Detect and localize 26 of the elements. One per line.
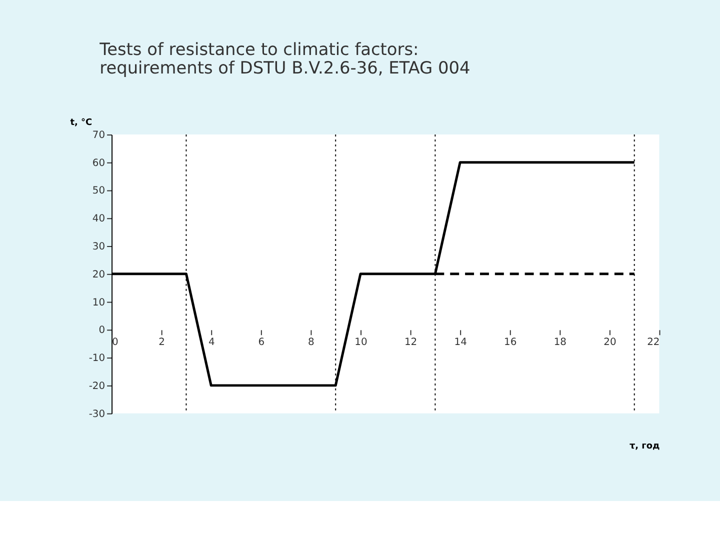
x-tick-label: 14	[454, 337, 467, 348]
x-tick-label: 0	[112, 337, 118, 348]
x-tick-label: 22	[647, 337, 660, 348]
y-tick-label: 40	[92, 214, 106, 225]
y-tick-label: 30	[92, 242, 106, 253]
x-tick-label: 8	[308, 337, 314, 348]
x-tick-label: 12	[404, 337, 418, 348]
y-tick-label: -20	[88, 380, 106, 392]
y-tick-label: 50	[92, 186, 106, 197]
y-axis-title: t, °C	[70, 118, 92, 128]
y-tick-label: -30	[88, 408, 106, 420]
x-tick-label: 2	[158, 337, 165, 348]
chart-title: Tests of resistance to climatic factors: requirements of DSTU B.V.2.6-36, ETAG 004	[98, 38, 470, 78]
y-tick-label: 10	[92, 297, 106, 308]
x-tick-label: 18	[554, 337, 566, 348]
x-tick-label: 10	[354, 337, 368, 348]
x-tick-label: 4	[208, 337, 215, 348]
x-tick-label: 16	[504, 337, 517, 348]
y-tick-label: 20	[92, 269, 106, 280]
x-tick-label: 6	[258, 337, 265, 348]
y-tick-label: -10	[88, 353, 106, 364]
y-tick-label: 70	[92, 130, 106, 141]
y-tick-label: 0	[98, 325, 106, 336]
y-tick-label: 60	[92, 158, 106, 169]
x-axis-title: τ, год	[629, 442, 660, 452]
x-tick-label: 20	[604, 337, 616, 348]
